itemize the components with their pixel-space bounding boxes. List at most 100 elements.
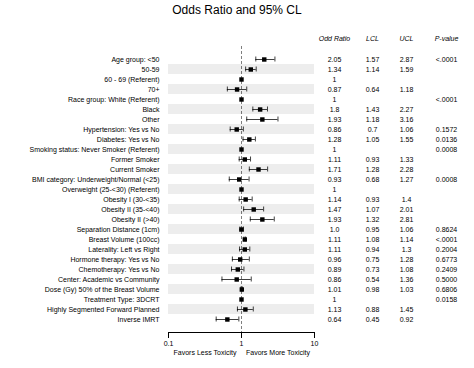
svg-text:1.05: 1.05: [366, 136, 380, 143]
svg-text:1.3: 1.3: [402, 246, 412, 253]
svg-text:0.93: 0.93: [366, 196, 380, 203]
svg-text:1.28: 1.28: [400, 256, 414, 263]
svg-text:0.75: 0.75: [366, 256, 380, 263]
svg-text:0.2409: 0.2409: [436, 266, 458, 273]
svg-text:0.5000: 0.5000: [436, 276, 458, 283]
svg-text:0.0008: 0.0008: [436, 176, 458, 183]
svg-text:UCL: UCL: [399, 35, 413, 42]
svg-text:0.93: 0.93: [366, 156, 380, 163]
svg-text:0.64: 0.64: [328, 316, 342, 323]
svg-text:1.43: 1.43: [366, 106, 380, 113]
svg-text:0.95: 0.95: [366, 226, 380, 233]
svg-text:BMI category: Underweight/Norm: BMI category: Underweight/Normal (<25): [32, 176, 159, 184]
svg-text:Favors Less Toxicity: Favors Less Toxicity: [174, 349, 237, 357]
svg-text:Former Smoker: Former Smoker: [111, 156, 160, 163]
svg-text:0.45: 0.45: [366, 316, 380, 323]
svg-text:1.47: 1.47: [328, 206, 342, 213]
svg-text:2.28: 2.28: [400, 166, 414, 173]
svg-text:Other: Other: [142, 116, 160, 123]
svg-text:1.32: 1.32: [366, 216, 380, 223]
svg-text:0.98: 0.98: [366, 286, 380, 293]
svg-text:Highly Segmented Forward Plann: Highly Segmented Forward Planned: [47, 306, 160, 314]
svg-text:1: 1: [333, 96, 337, 103]
svg-text:Odd Ratio: Odd Ratio: [319, 35, 351, 42]
svg-text:1.13: 1.13: [328, 306, 342, 313]
svg-text:1: 1: [333, 146, 337, 153]
svg-text:Favors More Toxicity: Favors More Toxicity: [246, 349, 311, 357]
svg-text:1.06: 1.06: [400, 126, 414, 133]
svg-text:0.0136: 0.0136: [436, 136, 458, 143]
svg-text:0.68: 0.68: [366, 176, 380, 183]
svg-text:1.06: 1.06: [400, 226, 414, 233]
svg-text:1.59: 1.59: [400, 66, 414, 73]
svg-text:10: 10: [311, 340, 319, 347]
svg-text:1.03: 1.03: [400, 286, 414, 293]
svg-text:0.96: 0.96: [328, 256, 342, 263]
svg-text:70+: 70+: [148, 86, 160, 93]
svg-text:1.27: 1.27: [400, 176, 414, 183]
svg-text:2.87: 2.87: [400, 56, 414, 63]
svg-text:Race group: White (Referent): Race group: White (Referent): [68, 96, 159, 104]
svg-text:1.11: 1.11: [328, 236, 341, 243]
svg-text:1.36: 1.36: [400, 276, 414, 283]
svg-text:1: 1: [333, 76, 337, 83]
svg-text:Hormone therapy: Yes vs No: Hormone therapy: Yes vs No: [70, 256, 159, 264]
svg-text:2.05: 2.05: [328, 56, 342, 63]
svg-text:0.87: 0.87: [328, 86, 342, 93]
svg-text:<.0001: <.0001: [436, 236, 458, 243]
svg-text:0.73: 0.73: [366, 266, 380, 273]
svg-text:Overweight (25-<30) (Referent): Overweight (25-<30) (Referent): [62, 186, 159, 194]
svg-text:Inverse IMRT: Inverse IMRT: [118, 316, 161, 323]
svg-text:Breast Volume (100cc): Breast Volume (100cc): [89, 236, 160, 244]
svg-text:1.01: 1.01: [328, 286, 342, 293]
svg-text:1.55: 1.55: [400, 136, 414, 143]
svg-text:1.93: 1.93: [328, 116, 342, 123]
svg-text:1.07: 1.07: [366, 206, 380, 213]
svg-text:1.4: 1.4: [402, 196, 412, 203]
svg-text:0.86: 0.86: [328, 276, 342, 283]
svg-text:0.1: 0.1: [164, 340, 174, 347]
svg-text:0.64: 0.64: [366, 86, 380, 93]
svg-text:1.93: 1.93: [328, 216, 342, 223]
svg-text:Obesity II (35-<40): Obesity II (35-<40): [101, 206, 159, 214]
svg-text:1.08: 1.08: [366, 236, 380, 243]
svg-text:0.7: 0.7: [368, 126, 378, 133]
svg-text:Separation Distance (1cm): Separation Distance (1cm): [77, 226, 160, 234]
svg-text:0.6806: 0.6806: [436, 286, 458, 293]
svg-text:1: 1: [333, 296, 337, 303]
svg-text:2.01: 2.01: [400, 206, 414, 213]
svg-text:1.14: 1.14: [400, 236, 414, 243]
svg-text:1.11: 1.11: [328, 246, 341, 253]
svg-text:1: 1: [333, 186, 337, 193]
svg-text:Obesity II (>40): Obesity II (>40): [111, 216, 159, 224]
svg-text:1.0: 1.0: [330, 226, 340, 233]
svg-text:1.28: 1.28: [328, 136, 342, 143]
svg-text:60 - 69 (Referent): 60 - 69 (Referent): [104, 76, 159, 84]
svg-text:0.94: 0.94: [366, 246, 380, 253]
svg-text:0.89: 0.89: [328, 266, 342, 273]
svg-text:0.92: 0.92: [400, 316, 414, 323]
svg-text:1.45: 1.45: [400, 306, 414, 313]
svg-text:<.0001: <.0001: [436, 56, 458, 63]
svg-text:0.6773: 0.6773: [436, 256, 458, 263]
svg-text:0.88: 0.88: [366, 306, 380, 313]
svg-text:1.08: 1.08: [400, 266, 414, 273]
svg-text:3.16: 3.16: [400, 116, 414, 123]
svg-text:1: 1: [240, 340, 244, 347]
svg-text:0.93: 0.93: [328, 176, 342, 183]
svg-text:0.8624: 0.8624: [436, 226, 458, 233]
svg-text:1.71: 1.71: [328, 166, 342, 173]
svg-text:1.14: 1.14: [328, 196, 342, 203]
svg-text:0.0008: 0.0008: [436, 146, 458, 153]
svg-text:1.33: 1.33: [400, 156, 414, 163]
svg-text:Hypertension: Yes vs No: Hypertension: Yes vs No: [83, 126, 159, 134]
svg-text:Laterality: Left vs Right: Laterality: Left vs Right: [88, 246, 159, 254]
svg-text:2.27: 2.27: [400, 106, 414, 113]
svg-text:Obesity I (30-<35): Obesity I (30-<35): [103, 196, 159, 204]
svg-text:0.2004: 0.2004: [436, 246, 458, 253]
svg-text:LCL: LCL: [366, 35, 379, 42]
svg-text:1.8: 1.8: [330, 106, 340, 113]
svg-text:1.57: 1.57: [366, 56, 380, 63]
svg-text:50-59: 50-59: [142, 66, 160, 73]
svg-text:<.0001: <.0001: [436, 96, 458, 103]
